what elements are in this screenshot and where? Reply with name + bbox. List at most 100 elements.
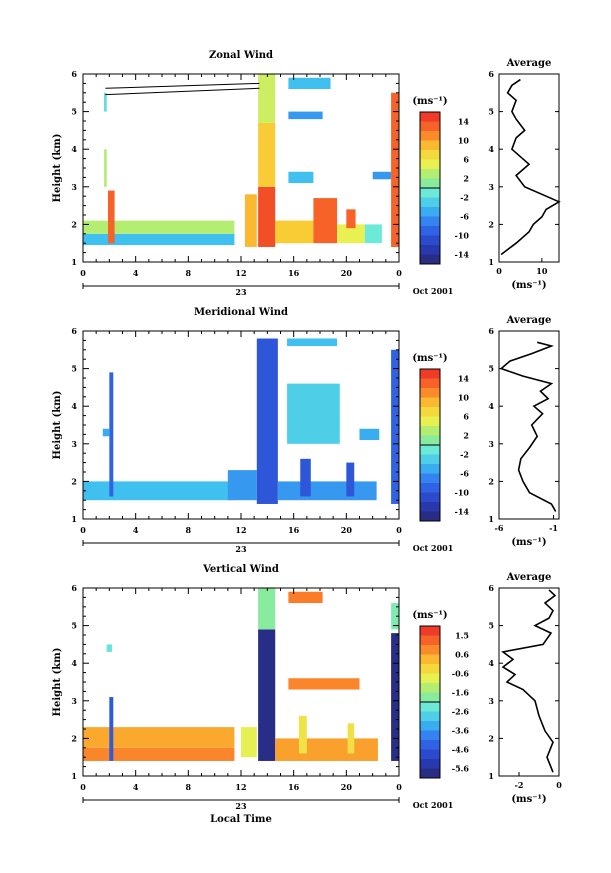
colorbar-tick-label: -5.6 (452, 764, 470, 774)
colorbar-segment (420, 416, 440, 427)
heatmap-cell (108, 190, 115, 244)
x-tick-label: 20 (341, 782, 353, 792)
profile-line (501, 589, 557, 773)
colorbar-segment (420, 178, 440, 189)
colorbar-segment (420, 454, 440, 465)
colorbar-segment (420, 635, 440, 646)
colorbar-segment (420, 759, 440, 769)
day-label: 23 (235, 287, 247, 297)
colorbar-tick-label: -14 (455, 250, 470, 260)
y-tick-label: 4 (71, 658, 77, 668)
profile-frame (498, 330, 560, 520)
x-tick-label: 0 (396, 782, 402, 792)
x-axis-label: Local Time (210, 814, 272, 825)
heatmap-cell (288, 171, 314, 184)
x-tick-label: 16 (288, 782, 300, 792)
colorbar-segment (420, 397, 440, 408)
y-tick-label: 3 (71, 696, 77, 706)
heatmap-cell (391, 603, 399, 630)
colorbar-segment (420, 740, 440, 750)
heatmap-cell (83, 481, 235, 501)
colorbar-segment (420, 692, 440, 703)
heatmap-cell (346, 462, 355, 497)
colorbar-segment (420, 730, 440, 741)
x-tick-label: 8 (186, 268, 192, 278)
colorbar-segment (420, 464, 440, 474)
colorbar-segment (420, 435, 440, 446)
colorbar-tick-label: 6 (463, 155, 469, 165)
colorbar-segment (420, 197, 440, 208)
profile-x-tick-label: -1 (549, 523, 558, 533)
profile-unit: (ms⁻¹) (511, 537, 546, 548)
date-label: Oct 2001 (413, 800, 454, 810)
colorbar-tick-label: 14 (458, 117, 470, 127)
heatmap-cell (300, 458, 311, 497)
x-tick-label: 8 (186, 782, 192, 792)
colorbar-tick-label: 10 (458, 393, 470, 403)
colorbar-tick-label: -4.6 (452, 745, 470, 755)
y-tick-label: 6 (71, 69, 77, 79)
colorbar-unit: (ms⁻¹) (412, 353, 447, 364)
colorbar-tick-label: -3.6 (452, 726, 470, 736)
colorbar-tick-label: 0.6 (455, 650, 469, 660)
day-label: 23 (235, 801, 247, 811)
heatmap-cell (83, 233, 235, 246)
colorbar-segment (420, 511, 440, 522)
colorbar-segment (420, 768, 440, 779)
y-tick-label: 4 (71, 144, 77, 154)
colorbar-tick-label: -2.6 (452, 707, 470, 717)
colorbar-segment (420, 683, 440, 693)
colorbar-segment (420, 664, 440, 674)
day-label: 23 (235, 544, 247, 554)
panel-title: Vertical Wind (202, 564, 279, 575)
colorbar-segment (420, 473, 440, 484)
colorbar-segment (420, 121, 440, 132)
heatmap-cell (288, 591, 323, 604)
heatmap-cell (227, 470, 257, 501)
heatmap-cell (391, 92, 399, 247)
colorbar-segment (420, 188, 440, 198)
colorbar-segment (420, 159, 440, 170)
x-tick-label: 16 (288, 525, 300, 535)
heatmap-cell (256, 338, 278, 504)
profile-y-tick-label: 4 (488, 401, 494, 411)
colorbar-segment (420, 445, 440, 455)
x-tick-label: 20 (341, 525, 353, 535)
colorbar-tick-label: 2 (463, 174, 469, 184)
heatmap-cell (364, 224, 382, 244)
x-tick-label: 12 (235, 268, 246, 278)
profile-y-tick-label: 4 (488, 658, 494, 668)
colorbar-segment (420, 245, 440, 255)
profile-unit: (ms⁻¹) (511, 794, 546, 805)
heatmap-cell (277, 481, 377, 501)
heatmap-cell (104, 92, 107, 112)
x-tick-label: 12 (235, 525, 246, 535)
colorbar-tick-label: -1.6 (452, 688, 470, 698)
heatmap-cell (275, 220, 314, 244)
heatmap-cell (391, 633, 399, 761)
profile-y-tick-label: 5 (488, 107, 494, 117)
y-tick-label: 4 (71, 401, 77, 411)
heatmap-cell (372, 171, 392, 180)
heatmap-cells (83, 338, 399, 504)
y-tick-label: 3 (71, 182, 77, 192)
y-tick-label: 2 (71, 476, 77, 486)
colorbar-segment (420, 150, 440, 160)
profile-y-tick-label: 3 (488, 439, 494, 449)
colorbar-segment (420, 254, 440, 265)
colorbar-tick-label: 6 (463, 412, 469, 422)
colorbar-segment (420, 654, 440, 665)
x-tick-label: 0 (396, 525, 402, 535)
profile-y-tick-label: 2 (488, 219, 494, 229)
colorbar-tick-label: -0.6 (452, 669, 470, 679)
profile-y-tick-label: 5 (488, 621, 494, 631)
x-tick-label: 0 (80, 268, 86, 278)
heatmap-cell (258, 74, 276, 123)
heatmap-cell (258, 186, 276, 247)
colorbar-segment (420, 426, 440, 436)
heatmap-cell (109, 697, 114, 761)
y-axis-label: Height (km) (52, 648, 63, 717)
colorbar-segment (420, 492, 440, 503)
y-tick-label: 1 (71, 771, 77, 781)
